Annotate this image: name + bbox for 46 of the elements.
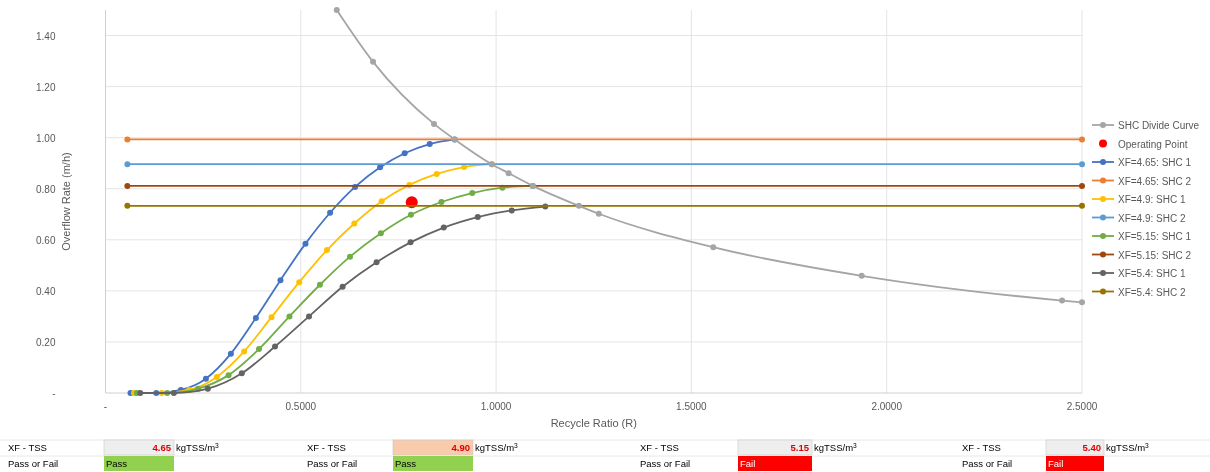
legend-label: XF=4.65: SHC 1 <box>1118 157 1192 168</box>
text: XF - TSS <box>962 442 1001 453</box>
text: XF - TSS <box>640 442 679 453</box>
text: kgTSS/m$^{3}$ <box>475 441 519 453</box>
y-tick-label: 1.20 <box>36 81 56 93</box>
y-axis-title: Overflow Rate (m/h) <box>60 152 72 251</box>
text: Pass or Fail <box>307 458 358 469</box>
text: Pass <box>106 458 128 469</box>
text: Pass <box>395 458 417 469</box>
y-tick-label: 1.40 <box>36 30 56 42</box>
text: kgTSS/m$^{3}$ <box>814 441 858 453</box>
text: Pass or Fail <box>962 458 1013 469</box>
legend-label: XF=5.4: SHC 1 <box>1118 268 1186 279</box>
legend-label: XF=5.4: SHC 2 <box>1118 286 1186 298</box>
y-tick-label: - <box>52 388 56 399</box>
y-tick-label: 0.60 <box>36 234 56 246</box>
text: kgTSS/m$^{3}$ <box>176 441 220 453</box>
y-tick-label: 0.80 <box>36 183 56 195</box>
x-tick-label: - <box>103 401 108 412</box>
x-tick-label: 2.5000 <box>1066 401 1098 412</box>
text: Pass or Fail <box>640 458 691 469</box>
legend-label: XF=4.65: SHC 2 <box>1118 175 1192 187</box>
text: XF - TSS <box>307 442 346 453</box>
text: Pass or Fail <box>8 458 59 469</box>
legend-label: XF=4.9: SHC 2 <box>1118 212 1186 224</box>
legend-label: SHC Divide Curve <box>1118 120 1200 131</box>
legend-label: XF=5.15: SHC 2 <box>1118 249 1192 261</box>
x-axis-title: Recycle Ratio (R) <box>550 417 637 429</box>
text: XF - TSS <box>8 442 47 453</box>
y-tick-label: 0.20 <box>36 336 56 348</box>
text: 5.15 <box>790 442 810 453</box>
legend-label: XF=4.9: SHC 1 <box>1118 194 1186 205</box>
text: Fail <box>740 458 756 469</box>
x-tick-label: 2.0000 <box>871 401 903 412</box>
text: 4.65 <box>152 442 172 453</box>
text: 5.40 <box>1082 442 1101 453</box>
text: 4.90 <box>451 442 470 453</box>
x-tick-label: 1.0000 <box>480 401 512 412</box>
y-tick-label: 0.40 <box>36 285 56 297</box>
text: kgTSS/m$^{3}$ <box>1106 441 1150 453</box>
text: Fail <box>1048 458 1064 469</box>
legend-label: XF=5.15: SHC 1 <box>1118 231 1192 242</box>
x-tick-label: 0.5000 <box>285 401 317 412</box>
x-tick-label: 1.5000 <box>676 401 708 412</box>
legend-label: Operating Point <box>1118 138 1188 150</box>
y-tick-label: 1.00 <box>36 132 56 144</box>
